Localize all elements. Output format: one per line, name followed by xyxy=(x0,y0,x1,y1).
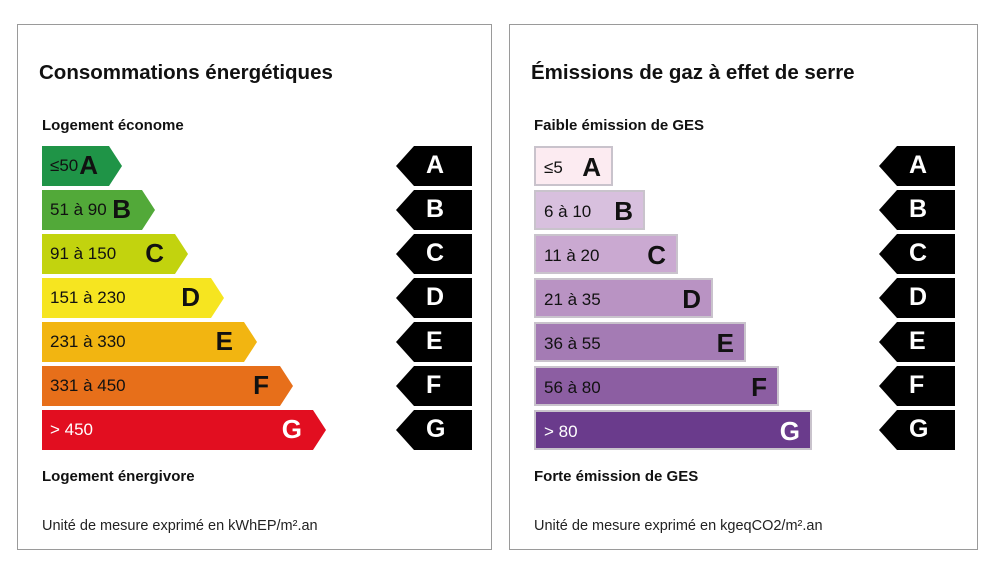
bar-letter: E xyxy=(215,326,233,356)
ges-title: Émissions de gaz à effet de serre xyxy=(531,61,855,84)
bar-range: 51 à 90 xyxy=(50,200,107,219)
bar-range: > 450 xyxy=(50,420,94,439)
energy-unit: Unité de mesure exprimé en kWhEP/m².an xyxy=(42,518,318,534)
bar-range: 6 à 10 xyxy=(544,202,592,221)
ges-bar-a: ≤5 A xyxy=(534,146,613,186)
tag-letter: A xyxy=(426,151,445,179)
bar-letter: C xyxy=(647,240,666,270)
tag-letter: D xyxy=(909,283,928,311)
ges-class-tag-a: A xyxy=(879,146,955,186)
bar-letter: B xyxy=(112,194,131,224)
bar-letter: B xyxy=(614,196,633,226)
bar-range: 11 à 20 xyxy=(544,246,600,265)
energy-title: Consommations énergétiques xyxy=(39,61,333,84)
ges-class-tag-c: C xyxy=(879,234,955,274)
bar-letter: C xyxy=(145,238,164,268)
ges-class-tag-f: F xyxy=(879,366,955,406)
tag-letter: G xyxy=(426,415,446,443)
bar-letter: E xyxy=(716,328,734,358)
energy-class-tag-d: D xyxy=(396,278,472,318)
energy-top-label: Logement économe xyxy=(42,117,184,134)
energy-bottom-label: Logement énergivore xyxy=(42,468,195,485)
ges-bar-g: > 80 G xyxy=(534,410,812,450)
bar-range: > 80 xyxy=(544,422,578,441)
bar-range: 151 à 230 xyxy=(50,288,126,307)
bar-range: 231 à 330 xyxy=(50,332,126,351)
bar-letter: F xyxy=(253,370,269,400)
tag-letter: F xyxy=(909,371,925,399)
tag-letter: E xyxy=(909,327,926,355)
ges-bar-b: 6 à 10 B xyxy=(534,190,645,230)
tag-letter: D xyxy=(426,283,445,311)
bar-letter: G xyxy=(779,416,800,446)
ges-class-tag-g: G xyxy=(879,410,955,450)
energy-bar-f: 331 à 450 F xyxy=(42,366,293,406)
energy-class-tag-f: F xyxy=(396,366,472,406)
bar-letter: D xyxy=(181,282,200,312)
bar-letter: F xyxy=(751,372,767,402)
energy-bar-c: 91 à 150 C xyxy=(42,234,188,274)
tag-letter: C xyxy=(909,239,928,267)
bar-range: ≤5 xyxy=(544,158,563,177)
energy-bar-g: > 450 G xyxy=(42,410,326,450)
ges-bottom-label: Forte émission de GES xyxy=(534,468,699,485)
energy-class-tag-e: E xyxy=(396,322,472,362)
bar-range: 331 à 450 xyxy=(50,376,126,395)
tag-letter: B xyxy=(426,195,445,223)
tag-letter: E xyxy=(426,327,443,355)
ges-bar-f: 56 à 80 F xyxy=(534,366,779,406)
bar-range: 56 à 80 xyxy=(544,378,601,397)
ges-bar-e: 36 à 55 E xyxy=(534,322,746,362)
bar-letter: G xyxy=(281,414,302,444)
ges-bar-c: 11 à 20 C xyxy=(534,234,678,274)
bar-range: 91 à 150 xyxy=(50,244,117,263)
energy-bar-a: ≤50 A xyxy=(42,146,122,186)
energy-class-tag-g: G xyxy=(396,410,472,450)
bar-letter: A xyxy=(79,150,98,180)
energy-class-tag-a: A xyxy=(396,146,472,186)
energy-bar-e: 231 à 330 E xyxy=(42,322,257,362)
ges-panel: Émissions de gaz à effet de serre Faible… xyxy=(509,24,978,550)
tag-letter: F xyxy=(426,371,442,399)
energy-bar-b: 51 à 90 B xyxy=(42,190,155,230)
energy-class-tag-c: C xyxy=(396,234,472,274)
ges-class-tag-e: E xyxy=(879,322,955,362)
ges-class-tag-b: B xyxy=(879,190,955,230)
tag-letter: B xyxy=(909,195,928,223)
energy-class-tag-b: B xyxy=(396,190,472,230)
bar-letter: D xyxy=(682,284,701,314)
bar-range: 21 à 35 xyxy=(544,290,601,309)
ges-unit: Unité de mesure exprimé en kgeqCO2/m².an xyxy=(534,518,823,534)
ges-bar-d: 21 à 35 D xyxy=(534,278,713,318)
tag-letter: A xyxy=(909,151,928,179)
bar-range: 36 à 55 xyxy=(544,334,601,353)
ges-top-label: Faible émission de GES xyxy=(534,117,705,134)
bar-range: ≤50 xyxy=(50,156,79,175)
tag-letter: G xyxy=(909,415,929,443)
ges-class-tag-d: D xyxy=(879,278,955,318)
tag-letter: C xyxy=(426,239,445,267)
energy-panel: Consommations énergétiques Logement écon… xyxy=(17,24,492,550)
energy-bar-d: 151 à 230 D xyxy=(42,278,224,318)
bar-letter: A xyxy=(582,152,601,182)
